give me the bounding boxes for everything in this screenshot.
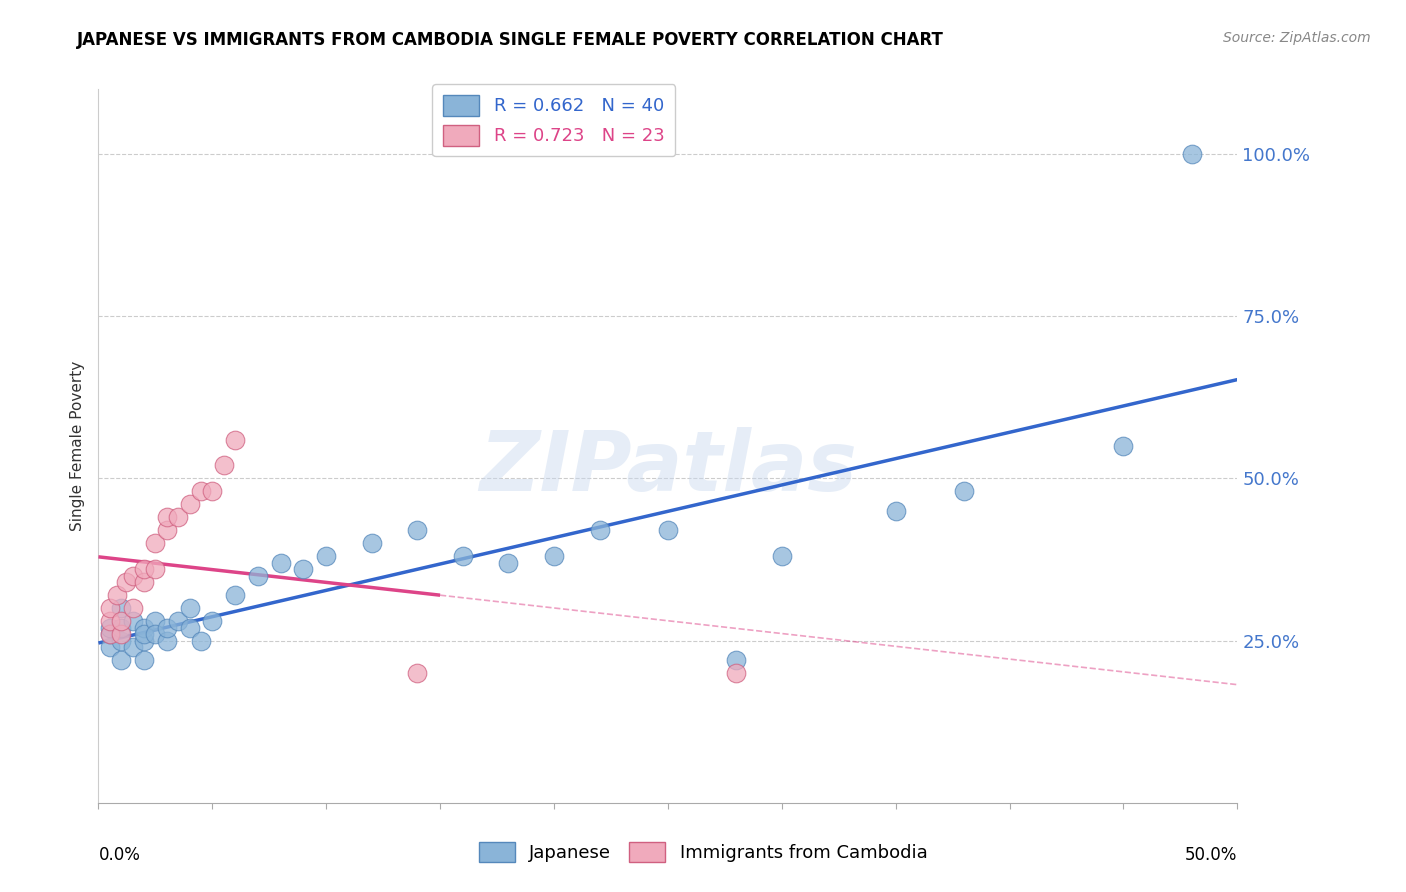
Point bbox=[201, 484, 224, 499]
Point bbox=[121, 614, 143, 628]
Point bbox=[132, 633, 155, 648]
Point bbox=[406, 524, 429, 538]
Point bbox=[543, 549, 565, 564]
Point bbox=[270, 556, 292, 570]
Point bbox=[224, 433, 246, 447]
Point bbox=[110, 653, 132, 667]
Point bbox=[179, 601, 201, 615]
Legend: Japanese, Immigrants from Cambodia: Japanese, Immigrants from Cambodia bbox=[471, 834, 935, 870]
Point bbox=[121, 640, 143, 654]
Point bbox=[132, 621, 155, 635]
Point bbox=[105, 588, 128, 602]
Point bbox=[1112, 439, 1135, 453]
Point bbox=[98, 621, 121, 635]
Point bbox=[156, 633, 179, 648]
Point bbox=[156, 510, 179, 524]
Point bbox=[360, 536, 382, 550]
Text: ZIPatlas: ZIPatlas bbox=[479, 427, 856, 508]
Point bbox=[145, 614, 167, 628]
Point bbox=[725, 666, 748, 681]
Point bbox=[190, 484, 212, 499]
Point bbox=[110, 633, 132, 648]
Point bbox=[98, 627, 121, 641]
Point bbox=[179, 497, 201, 511]
Point bbox=[156, 621, 179, 635]
Point bbox=[132, 575, 155, 590]
Point bbox=[246, 568, 269, 582]
Point bbox=[451, 549, 474, 564]
Text: 0.0%: 0.0% bbox=[98, 846, 141, 863]
Point bbox=[212, 458, 235, 473]
Point bbox=[132, 653, 155, 667]
Y-axis label: Single Female Poverty: Single Female Poverty bbox=[69, 361, 84, 531]
Point bbox=[406, 666, 429, 681]
Point bbox=[167, 510, 190, 524]
Point bbox=[145, 562, 167, 576]
Point bbox=[145, 536, 167, 550]
Point bbox=[121, 601, 143, 615]
Point bbox=[114, 575, 136, 590]
Point bbox=[201, 614, 224, 628]
Point bbox=[498, 556, 520, 570]
Point bbox=[98, 627, 121, 641]
Point bbox=[98, 614, 121, 628]
Point bbox=[98, 601, 121, 615]
Point bbox=[190, 633, 212, 648]
Point bbox=[770, 549, 793, 564]
Point bbox=[121, 568, 143, 582]
Point bbox=[315, 549, 337, 564]
Legend: R = 0.662   N = 40, R = 0.723   N = 23: R = 0.662 N = 40, R = 0.723 N = 23 bbox=[433, 84, 675, 156]
Point bbox=[657, 524, 679, 538]
Point bbox=[110, 627, 132, 641]
Point bbox=[98, 640, 121, 654]
Point bbox=[132, 562, 155, 576]
Text: Source: ZipAtlas.com: Source: ZipAtlas.com bbox=[1223, 31, 1371, 45]
Point bbox=[145, 627, 167, 641]
Point bbox=[725, 653, 748, 667]
Text: 50.0%: 50.0% bbox=[1185, 846, 1237, 863]
Point bbox=[884, 504, 907, 518]
Point bbox=[156, 524, 179, 538]
Point bbox=[167, 614, 190, 628]
Point bbox=[179, 621, 201, 635]
Point bbox=[588, 524, 610, 538]
Point bbox=[110, 601, 132, 615]
Point bbox=[132, 627, 155, 641]
Point bbox=[110, 614, 132, 628]
Point bbox=[953, 484, 976, 499]
Text: JAPANESE VS IMMIGRANTS FROM CAMBODIA SINGLE FEMALE POVERTY CORRELATION CHART: JAPANESE VS IMMIGRANTS FROM CAMBODIA SIN… bbox=[77, 31, 945, 49]
Point bbox=[224, 588, 246, 602]
Point bbox=[292, 562, 315, 576]
Point bbox=[110, 621, 132, 635]
Point bbox=[1181, 147, 1204, 161]
